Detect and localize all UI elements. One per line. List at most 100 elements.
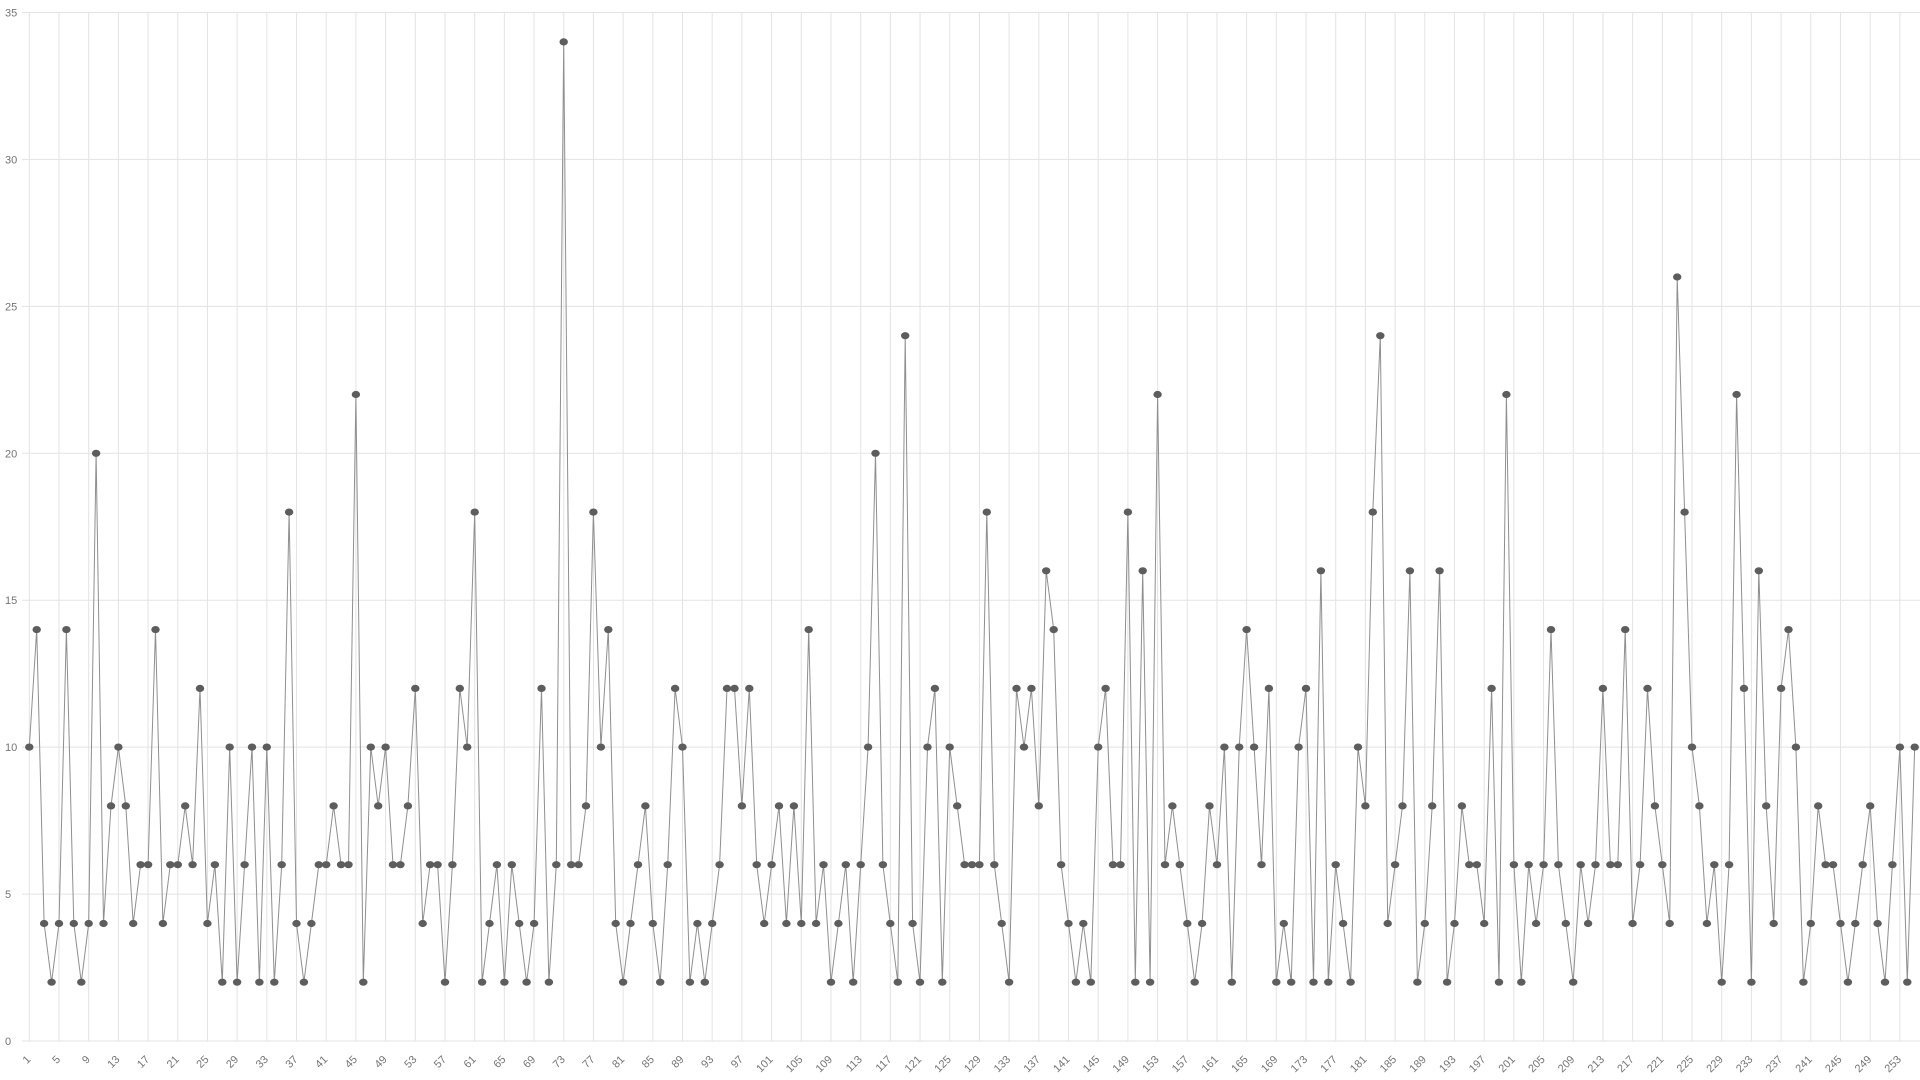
data-point[interactable]: [374, 802, 383, 810]
data-point[interactable]: [470, 508, 479, 516]
data-point[interactable]: [1064, 919, 1073, 928]
data-point[interactable]: [1784, 626, 1793, 634]
data-point[interactable]: [826, 978, 836, 986]
data-point[interactable]: [915, 978, 925, 986]
data-point[interactable]: [596, 743, 606, 751]
data-point[interactable]: [589, 508, 598, 516]
data-point[interactable]: [990, 861, 999, 869]
data-point[interactable]: [604, 626, 613, 634]
data-point[interactable]: [700, 978, 709, 986]
data-point[interactable]: [1413, 978, 1422, 986]
data-point[interactable]: [522, 978, 531, 986]
data-point[interactable]: [886, 919, 895, 928]
data-point[interactable]: [641, 802, 650, 810]
data-point[interactable]: [485, 919, 494, 928]
data-point[interactable]: [849, 978, 858, 986]
data-point[interactable]: [1866, 802, 1875, 810]
data-point[interactable]: [1346, 978, 1355, 986]
data-point[interactable]: [1190, 978, 1199, 986]
data-point[interactable]: [1739, 684, 1749, 693]
data-point[interactable]: [1027, 684, 1036, 693]
data-point[interactable]: [515, 919, 524, 928]
data-point[interactable]: [975, 861, 984, 869]
data-point[interactable]: [760, 919, 769, 928]
data-point[interactable]: [418, 919, 427, 928]
data-point[interactable]: [1687, 743, 1697, 751]
data-point[interactable]: [195, 684, 205, 693]
data-point[interactable]: [1361, 802, 1370, 810]
data-point[interactable]: [1613, 861, 1623, 869]
data-point[interactable]: [819, 861, 828, 869]
data-point[interactable]: [448, 861, 457, 869]
data-point[interactable]: [1279, 919, 1289, 928]
data-point[interactable]: [381, 743, 390, 751]
data-point[interactable]: [129, 919, 138, 928]
data-point[interactable]: [277, 861, 286, 869]
data-point[interactable]: [804, 626, 813, 634]
data-point[interactable]: [1398, 802, 1407, 810]
data-point[interactable]: [1754, 567, 1764, 575]
data-point[interactable]: [1264, 684, 1274, 693]
data-point[interactable]: [1435, 567, 1444, 575]
data-point[interactable]: [1116, 861, 1125, 869]
data-point[interactable]: [529, 919, 539, 928]
data-point[interactable]: [1806, 919, 1816, 928]
data-point[interactable]: [203, 919, 212, 928]
data-point[interactable]: [722, 684, 732, 693]
data-point[interactable]: [1851, 919, 1860, 928]
data-point[interactable]: [1160, 861, 1170, 869]
data-point[interactable]: [121, 802, 130, 810]
data-point[interactable]: [618, 978, 628, 986]
data-point[interactable]: [730, 684, 739, 693]
data-point[interactable]: [567, 861, 576, 869]
data-point[interactable]: [1131, 978, 1140, 986]
data-point[interactable]: [1049, 626, 1058, 634]
data-point[interactable]: [396, 861, 405, 869]
data-point[interactable]: [1910, 743, 1919, 751]
data-point[interactable]: [455, 684, 464, 693]
data-point[interactable]: [982, 508, 991, 516]
data-point[interactable]: [1769, 919, 1778, 928]
data-point[interactable]: [1457, 802, 1467, 810]
data-point[interactable]: [1420, 919, 1430, 928]
data-point[interactable]: [91, 449, 101, 457]
data-point[interactable]: [997, 919, 1006, 928]
data-point[interactable]: [871, 449, 880, 457]
data-point[interactable]: [218, 978, 227, 986]
data-point[interactable]: [240, 861, 249, 869]
data-point[interactable]: [1732, 390, 1741, 399]
data-point[interactable]: [1212, 861, 1222, 869]
data-point[interactable]: [69, 919, 79, 928]
data-point[interactable]: [678, 743, 687, 751]
data-point[interactable]: [1836, 919, 1845, 928]
data-point[interactable]: [1828, 861, 1838, 869]
data-point[interactable]: [841, 861, 850, 869]
data-point[interactable]: [856, 861, 865, 869]
data-point[interactable]: [797, 919, 806, 928]
data-point[interactable]: [1628, 919, 1637, 928]
data-point[interactable]: [693, 919, 702, 928]
data-point[interactable]: [1316, 567, 1326, 575]
data-point[interactable]: [1888, 861, 1897, 869]
data-point[interactable]: [247, 743, 257, 751]
data-point[interactable]: [1376, 332, 1385, 340]
data-point[interactable]: [433, 861, 442, 869]
data-point[interactable]: [1509, 861, 1519, 869]
data-point[interactable]: [1168, 802, 1177, 810]
data-point[interactable]: [1673, 273, 1682, 281]
data-point[interactable]: [1301, 684, 1311, 693]
data-point[interactable]: [166, 861, 175, 869]
data-point[interactable]: [715, 861, 724, 869]
data-point[interactable]: [329, 802, 338, 810]
data-point[interactable]: [789, 802, 799, 810]
data-point[interactable]: [136, 861, 145, 869]
data-point[interactable]: [1502, 390, 1511, 399]
data-point[interactable]: [1598, 684, 1608, 693]
data-point[interactable]: [1324, 978, 1333, 986]
data-point[interactable]: [663, 861, 672, 869]
data-point[interactable]: [544, 978, 554, 986]
data-point[interactable]: [1702, 919, 1712, 928]
data-point[interactable]: [1071, 978, 1081, 986]
data-point[interactable]: [945, 743, 954, 751]
data-point[interactable]: [1554, 861, 1563, 869]
